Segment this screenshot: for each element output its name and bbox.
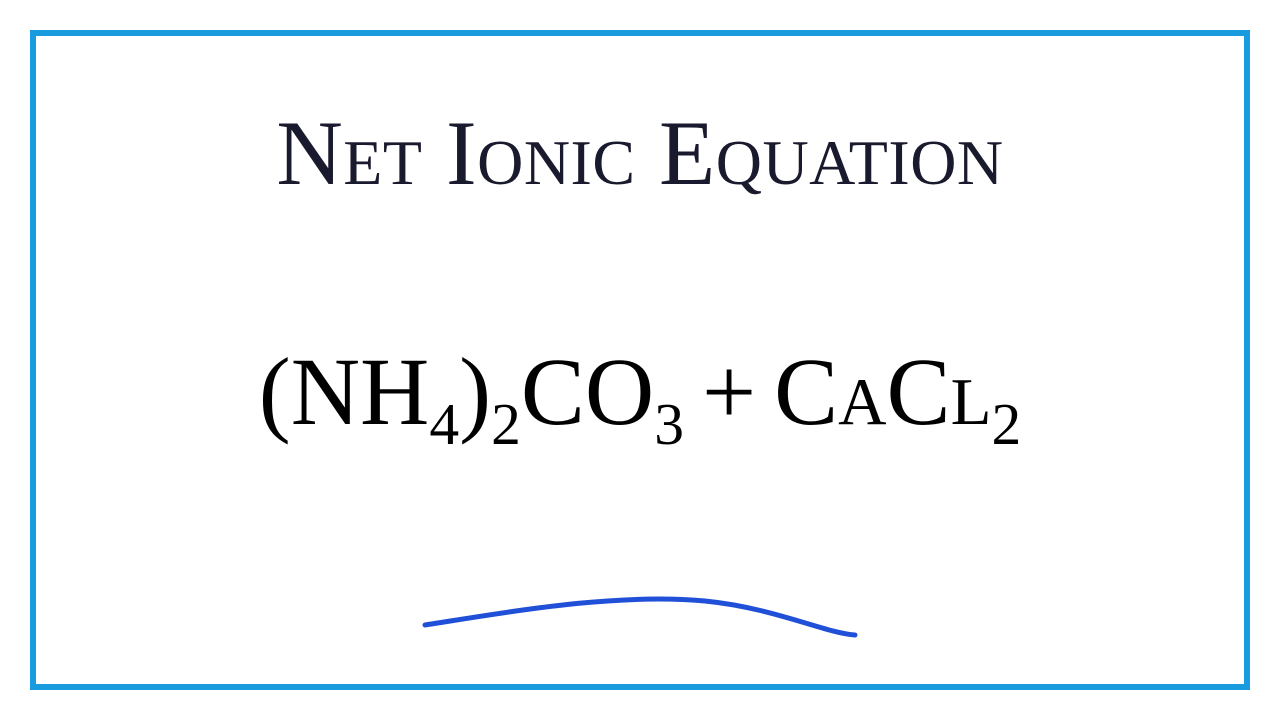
group-nh: NH — [291, 338, 430, 445]
slide-frame: Net Ionic Equation (NH4)2CO3 + CaCl2 — [30, 30, 1250, 690]
compound-ammonium-carbonate: (NH4)2CO3 — [259, 336, 684, 447]
plus-operator: + — [702, 336, 756, 447]
chemical-equation: (NH4)2CO3 + CaCl2 — [259, 336, 1022, 447]
group-co: CO — [521, 338, 654, 445]
sub-4: 4 — [429, 391, 459, 457]
sub-3: 3 — [654, 391, 684, 457]
swoosh-path — [425, 599, 855, 635]
sub-2: 2 — [491, 391, 521, 457]
sub-2b: 2 — [992, 391, 1022, 457]
paren-open: ( — [259, 338, 291, 445]
underline-swoosh-container — [30, 575, 1250, 645]
compound-calcium-chloride: CaCl2 — [774, 336, 1021, 447]
group-cacl: CaCl — [774, 338, 991, 445]
paren-close: ) — [459, 338, 491, 445]
underline-swoosh-icon — [405, 575, 875, 645]
slide-title: Net Ionic Equation — [276, 100, 1003, 206]
slide-content: Net Ionic Equation (NH4)2CO3 + CaCl2 — [30, 30, 1250, 690]
